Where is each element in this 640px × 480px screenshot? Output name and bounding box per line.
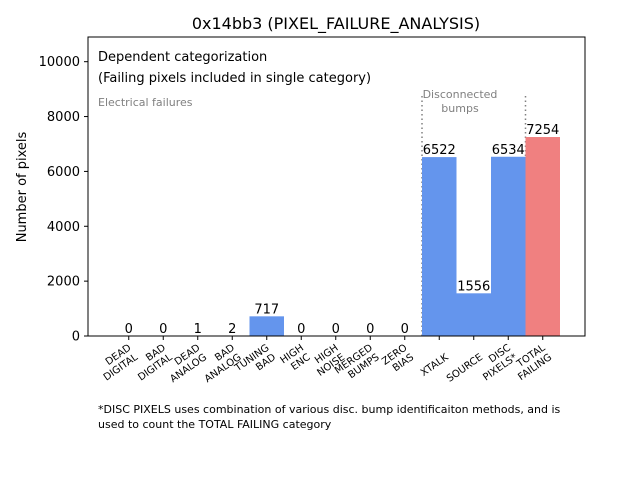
y-tick-label: 10000 [39,55,80,70]
x-tick-label: SOURCE [445,352,485,385]
bar-value-label: 0 [332,322,340,337]
chart-title: 0x14bb3 (PIXEL_FAILURE_ANALYSIS) [192,14,480,34]
legend-line-1: Dependent categorization [98,50,267,65]
annotation-box: Dependent categorization (Failing pixels… [98,50,371,86]
bar-value-label: 0 [366,322,374,337]
x-tick-label: HIGHENC [279,343,313,376]
x-tick-label: TOTALFAILING [510,342,555,383]
bar-value-label: 0 [297,322,305,337]
y-tick-label: 0 [72,330,80,345]
bar-value-label: 2 [228,322,236,337]
bar-value-label: 0 [401,322,409,337]
x-tick-label: MERGEDBUMPS [333,342,382,386]
bar-value-label: 6522 [423,143,456,158]
bar-value-label: 717 [254,302,279,317]
y-axis-label: Number of pixels [15,131,30,242]
x-tick-label-line: SOURCE [445,352,485,385]
disconnected-section-label-line-1: Disconnected [423,88,498,101]
electrical-section-label: Electrical failures [98,96,193,109]
bar [249,316,284,336]
bar-value-label: 7254 [526,123,559,138]
bar-value-label: 0 [159,322,167,337]
bars [180,137,560,336]
bar [456,293,491,336]
bar-value-label: 6534 [492,143,525,158]
bar [525,137,560,336]
bar [491,156,526,336]
footnote-line-1: *DISC PIXELS uses combination of various… [98,403,561,416]
plot-frame [87,36,586,337]
y-tick-label: 6000 [47,165,80,180]
bar-value-label: 1 [194,322,202,337]
footnote-line-2: used to count the TOTAL FAILING category [98,418,332,431]
y-tick-label: 8000 [47,110,80,125]
legend-line-2: (Failing pixels included in single categ… [98,71,371,86]
x-tick-label: TUNINGBAD [232,342,278,384]
bar-value-label: 0 [125,322,133,337]
y-tick-label: 2000 [47,275,80,290]
x-tick-label: ZEROBIAS [380,343,416,378]
bar-value-label: 1556 [457,279,490,294]
x-tick-label: DEADDIGITAL [95,342,140,383]
disconnected-section-label-line-2: bumps [441,102,479,115]
y-tick-label: 4000 [47,220,80,235]
y-axis-ticks: 0 2000 4000 6000 8000 10000 [39,55,88,345]
bar [422,157,457,336]
